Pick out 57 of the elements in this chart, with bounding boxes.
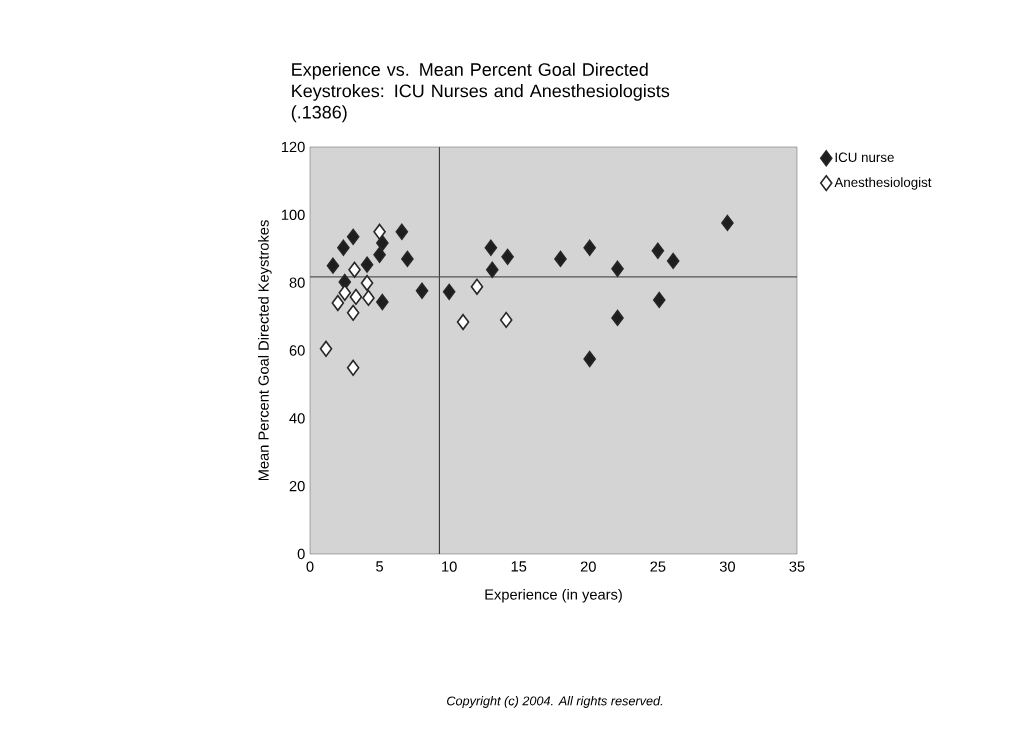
y-tick-label: 60 xyxy=(289,345,305,356)
y-tick-label: 80 xyxy=(289,277,305,288)
point xyxy=(666,252,680,270)
point xyxy=(319,340,333,357)
point xyxy=(348,261,361,278)
point xyxy=(554,250,567,268)
y-tick-label: 20 xyxy=(289,480,305,492)
chart-title: Experience vs. Mean Percent Goal Directed Keystrokes: ICU Nurses and Anesthesiologists (.1386) xyxy=(291,62,670,123)
point xyxy=(401,250,414,268)
point xyxy=(362,289,375,307)
point xyxy=(373,223,386,240)
x-tick-label: 10 xyxy=(442,561,457,572)
point xyxy=(611,260,624,277)
point xyxy=(652,291,666,309)
point xyxy=(326,257,340,274)
point xyxy=(484,239,498,256)
point xyxy=(331,294,345,312)
point xyxy=(721,214,734,232)
x-tick-label: 5 xyxy=(376,561,384,572)
x-tick-label: 30 xyxy=(719,561,735,572)
point xyxy=(583,239,596,256)
point xyxy=(338,284,352,301)
y-axis-title: Mean Percent Goal Directed Keystrokes xyxy=(258,220,272,481)
point xyxy=(346,359,360,376)
point xyxy=(456,313,470,331)
legend-label: Anesthesiologist xyxy=(834,177,932,190)
text: Copyright (c) 2004. All rights reserved. xyxy=(447,696,663,708)
point xyxy=(346,304,360,321)
point xyxy=(442,283,456,300)
point xyxy=(485,261,499,278)
x-axis-title: Experience (in years) xyxy=(485,588,622,603)
point xyxy=(349,288,363,306)
y-tick-label: 40 xyxy=(289,413,305,424)
x-tick-label: 0 xyxy=(306,561,314,572)
y-tick-label: 100 xyxy=(281,209,305,221)
x-tick-label: 20 xyxy=(580,561,596,572)
y-tick-label: 0 xyxy=(297,548,305,560)
point xyxy=(501,248,514,266)
x-tick-label: 25 xyxy=(650,561,666,572)
point xyxy=(337,239,350,256)
legend-label: ICU nurse xyxy=(835,152,894,163)
point xyxy=(373,246,386,263)
point xyxy=(499,311,513,329)
point xyxy=(415,282,429,299)
x-tick-label: 15 xyxy=(511,561,527,572)
x-tick-label: 35 xyxy=(789,561,805,572)
point xyxy=(611,309,624,327)
point xyxy=(376,234,389,252)
point xyxy=(360,274,374,292)
point xyxy=(470,278,484,295)
point xyxy=(395,223,409,240)
point xyxy=(583,350,596,368)
point xyxy=(651,242,665,259)
point xyxy=(346,228,360,245)
point xyxy=(376,293,389,311)
point xyxy=(360,256,374,273)
y-tick-label: 120 xyxy=(281,141,305,153)
